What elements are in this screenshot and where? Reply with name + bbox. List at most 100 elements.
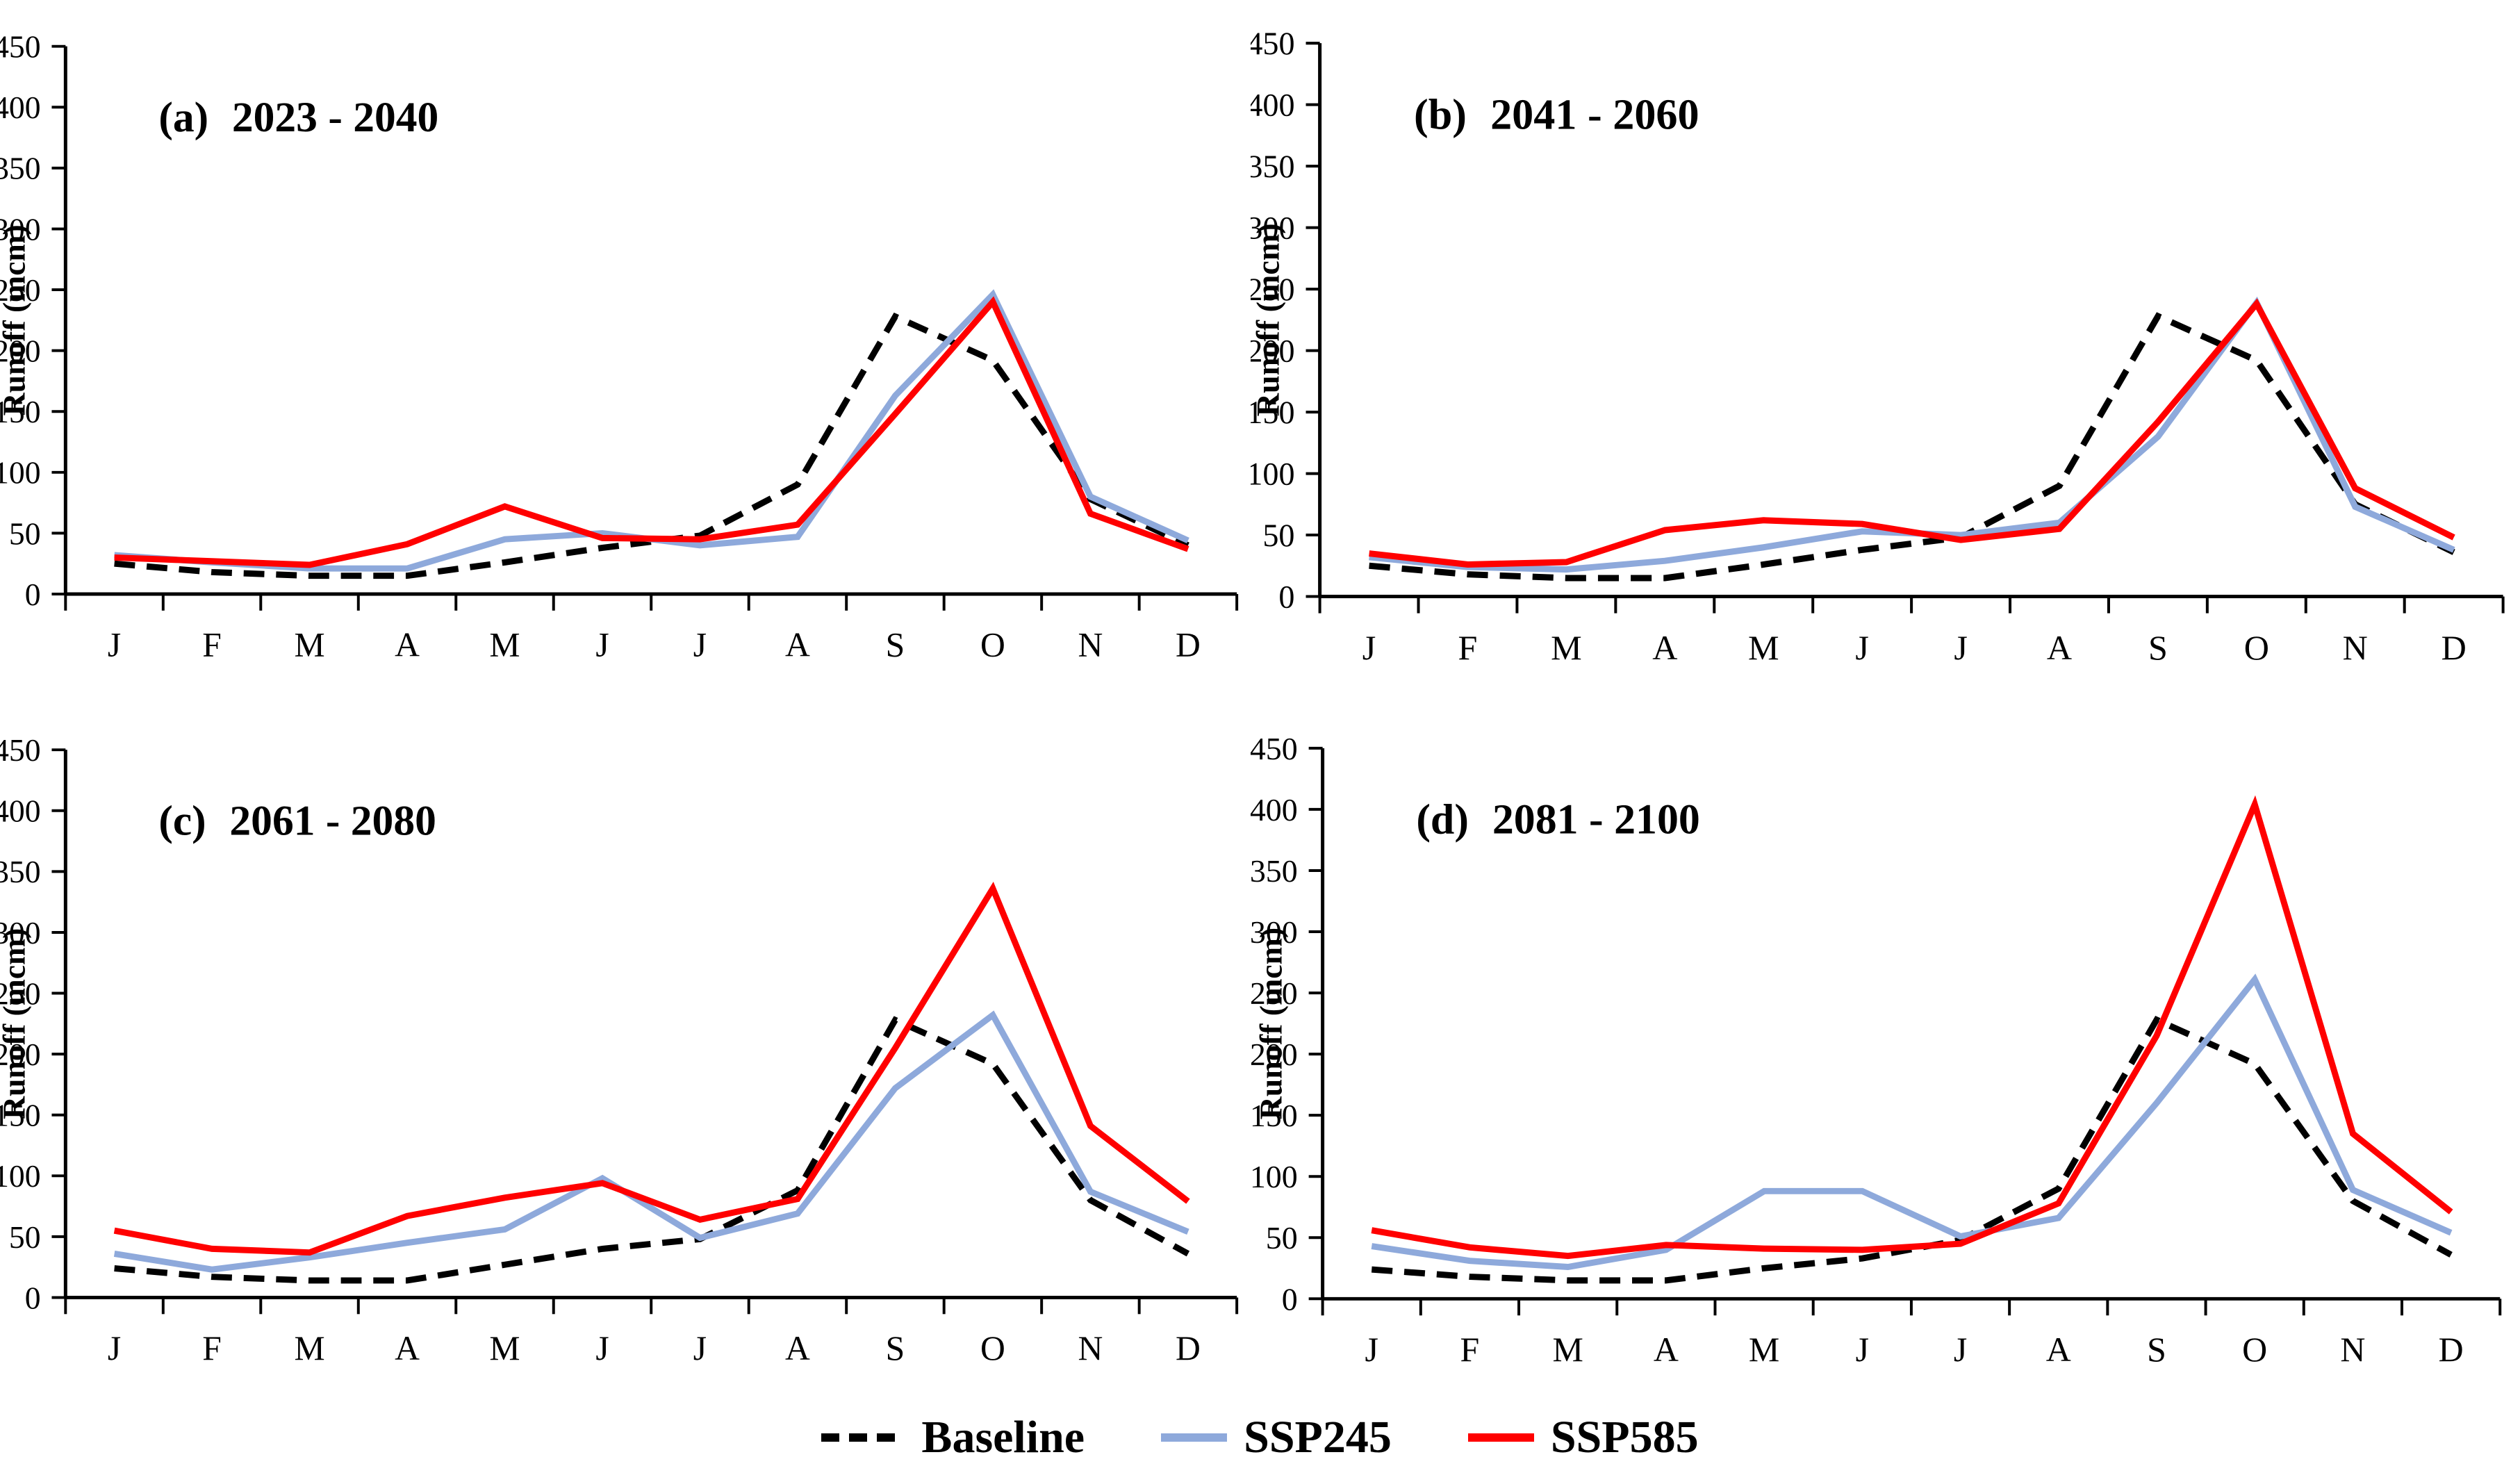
chart-svg-a: 0 50 100 150 200 250 300 350 400 450 J F M A M J J A S O N D R… bbox=[0, 29, 1239, 664]
legend-label-baseline: Baseline bbox=[921, 1412, 1085, 1463]
y-axis-title: Runoff (mcm) bbox=[1253, 928, 1289, 1120]
chart-svg-c: 0 50 100 150 200 250 300 350 400 450 J F M A M J J A S O N D R… bbox=[0, 732, 1239, 1367]
y-tick-label: 150 bbox=[1251, 395, 1294, 430]
x-tick-label: M bbox=[489, 1329, 520, 1367]
chart-grid: 0 50 100 150 200 250 300 350 400 450 J F M A M J J A S O N D R… bbox=[0, 0, 2520, 1407]
y-axis-title: Runoff (mcm) bbox=[0, 224, 32, 415]
series-line-baseline bbox=[114, 312, 1189, 579]
x-tick-label: D bbox=[1176, 1329, 1201, 1367]
y-axis-title: Runoff (mcm) bbox=[1251, 223, 1285, 416]
y-tick-label: 250 bbox=[1251, 975, 1298, 1011]
y-tick-label: 100 bbox=[1251, 456, 1294, 492]
x-tick-label: A bbox=[1652, 628, 1677, 667]
y-tick-label: 50 bbox=[9, 1219, 41, 1255]
x-tick-label: N bbox=[1078, 1329, 1103, 1367]
y-tick-label: 300 bbox=[0, 211, 41, 247]
x-tick-label: N bbox=[2340, 1331, 2365, 1369]
baseline-dashed-line-sample-icon bbox=[821, 1432, 905, 1443]
y-tick-label: 200 bbox=[1251, 334, 1294, 369]
series-line-ssp585 bbox=[114, 296, 1189, 568]
x-tick-label: D bbox=[2439, 1331, 2464, 1369]
y-tick-label: 0 bbox=[25, 1280, 41, 1315]
y-tick-label: 0 bbox=[1278, 579, 1294, 615]
x-tick-label: J bbox=[108, 1329, 121, 1367]
panel-title: (d) 2081 - 2100 bbox=[1416, 796, 1700, 843]
y-tick-label: 350 bbox=[1251, 149, 1294, 184]
y-tick-label: 150 bbox=[0, 394, 41, 429]
y-tick-label: 100 bbox=[0, 455, 41, 491]
x-tick-label: M bbox=[1551, 628, 1582, 667]
x-tick-label: J bbox=[1954, 628, 1968, 667]
series-line-baseline bbox=[1369, 312, 2455, 582]
y-tick-label: 450 bbox=[0, 732, 41, 768]
y-axis-title: Runoff (mcm) bbox=[0, 928, 32, 1119]
y-tick-label: 400 bbox=[1251, 792, 1298, 828]
y-tick-label: 300 bbox=[1251, 914, 1298, 950]
series-line-baseline bbox=[114, 1016, 1190, 1284]
series-line-ssp245 bbox=[113, 1010, 1189, 1273]
x-tick-label: A bbox=[785, 625, 810, 664]
x-tick-label: M bbox=[294, 625, 324, 664]
y-tick-label: 350 bbox=[0, 854, 41, 889]
x-tick-label: O bbox=[980, 1329, 1005, 1367]
series-line-ssp585 bbox=[113, 882, 1190, 1256]
y-tick-label: 100 bbox=[1251, 1159, 1298, 1194]
chart-panel-b: 0 50 100 150 200 250 300 350 400 450 J F M A M J J A S O N D R… bbox=[1251, 0, 2520, 705]
x-tick-label: S bbox=[2148, 628, 2168, 667]
x-tick-label: J bbox=[1365, 1331, 1378, 1369]
x-tick-label: A bbox=[2046, 1331, 2071, 1369]
x-tick-label: J bbox=[595, 625, 609, 664]
legend-label-ssp585: SSP585 bbox=[1550, 1412, 1699, 1463]
x-tick-label: M bbox=[1748, 628, 1779, 667]
y-tick-label: 0 bbox=[25, 577, 41, 612]
chart-c-2061-2080: 0 50 100 150 200 250 300 350 400 450 J F M A M J J A S O N D R… bbox=[0, 705, 1251, 1407]
x-tick-label: J bbox=[1856, 1331, 1869, 1369]
x-tick-label: M bbox=[489, 625, 520, 664]
x-tick-label: M bbox=[1552, 1331, 1583, 1369]
y-tick-label: 250 bbox=[0, 975, 41, 1011]
x-tick-label: O bbox=[2244, 628, 2269, 667]
y-tick-label: 50 bbox=[9, 516, 41, 551]
x-tick-label: F bbox=[202, 1329, 222, 1367]
series-line-ssp585 bbox=[1369, 298, 2455, 568]
x-tick-label: O bbox=[2242, 1331, 2267, 1369]
chart-svg-d: 0 50 100 150 200 250 300 350 400 450 J F M A M J J A S O N D R… bbox=[1251, 731, 2502, 1369]
x-tick-label: D bbox=[2441, 628, 2467, 667]
legend-item-ssp585: SSP585 bbox=[1467, 1412, 1699, 1463]
ssp245-line-sample-icon bbox=[1161, 1432, 1228, 1443]
y-tick-label: 250 bbox=[1251, 272, 1294, 307]
chart-d-2081-2100: 0 50 100 150 200 250 300 350 400 450 J F M A M J J A S O N D R… bbox=[1251, 705, 2520, 1407]
y-tick-label: 450 bbox=[1251, 731, 1298, 766]
x-tick-label: A bbox=[395, 625, 420, 664]
x-tick-label: D bbox=[1176, 625, 1201, 664]
y-tick-label: 400 bbox=[0, 90, 41, 125]
x-tick-label: J bbox=[1855, 628, 1869, 667]
chart-svg-b: 0 50 100 150 200 250 300 350 400 450 J F M A M J J A S O N D R… bbox=[1251, 26, 2505, 667]
legend-label-ssp245: SSP245 bbox=[1244, 1412, 1392, 1463]
x-tick-label: J bbox=[595, 1329, 609, 1367]
x-tick-label: S bbox=[2147, 1331, 2166, 1369]
x-tick-label: J bbox=[693, 1329, 707, 1367]
x-tick-label: F bbox=[1458, 628, 1478, 667]
panel-title: (a) 2023 - 2040 bbox=[158, 94, 438, 141]
y-tick-label: 200 bbox=[1251, 1037, 1298, 1072]
x-tick-label: J bbox=[1954, 1331, 1967, 1369]
y-tick-label: 350 bbox=[1251, 853, 1298, 889]
x-tick-label: S bbox=[886, 625, 905, 664]
y-tick-label: 200 bbox=[0, 1037, 41, 1072]
x-tick-label: A bbox=[2047, 628, 2072, 667]
x-tick-label: A bbox=[785, 1329, 810, 1367]
series-line-ssp585 bbox=[1371, 795, 2453, 1260]
y-tick-label: 400 bbox=[1251, 88, 1294, 123]
x-tick-label: N bbox=[2343, 628, 2368, 667]
y-tick-label: 0 bbox=[1282, 1281, 1298, 1317]
series-line-ssp245 bbox=[114, 289, 1189, 572]
x-tick-label: J bbox=[108, 625, 121, 664]
legend-item-ssp245: SSP245 bbox=[1161, 1415, 1392, 1460]
x-tick-label: M bbox=[1749, 1331, 1779, 1369]
y-tick-label: 300 bbox=[1251, 211, 1294, 246]
legend-item-baseline: Baseline bbox=[821, 1415, 1085, 1460]
x-tick-label: M bbox=[294, 1329, 324, 1367]
x-tick-label: A bbox=[1654, 1331, 1679, 1369]
